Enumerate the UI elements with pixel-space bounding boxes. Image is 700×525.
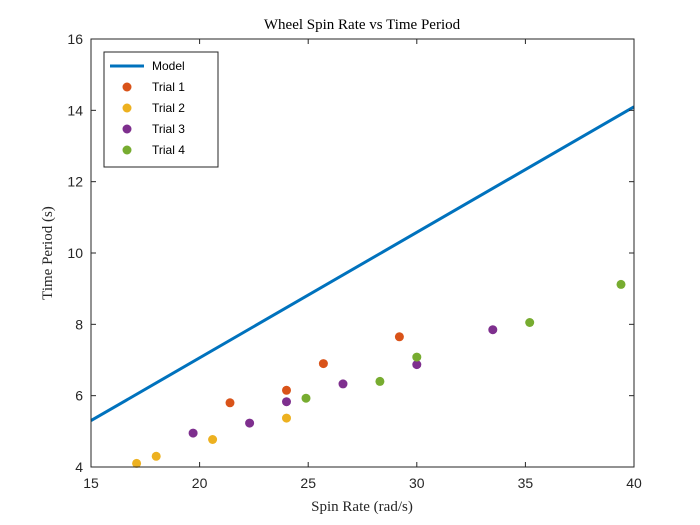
y-axis-title: Time Period (s) xyxy=(40,206,56,300)
data-point xyxy=(301,393,311,403)
y-tick-label: 8 xyxy=(75,316,83,332)
x-tick-label: 15 xyxy=(83,475,99,491)
legend-swatch-marker xyxy=(122,124,132,134)
y-tick-label: 6 xyxy=(75,388,83,404)
x-tick-label: 25 xyxy=(300,475,316,491)
legend-entry: Trial 2 xyxy=(122,101,185,115)
legend-label: Trial 2 xyxy=(152,101,185,115)
series-layer xyxy=(90,105,635,468)
legend-entry: Trial 1 xyxy=(122,80,185,94)
legend-entry: Trial 4 xyxy=(122,143,185,157)
data-point xyxy=(525,318,535,327)
legend-entry: Trial 3 xyxy=(122,122,185,136)
y-tick-label: 10 xyxy=(67,245,83,261)
data-point xyxy=(282,397,291,407)
data-point xyxy=(245,418,255,428)
legend-label: Trial 3 xyxy=(152,122,185,136)
legend-swatch-marker xyxy=(122,82,132,92)
x-tick-label: 20 xyxy=(192,475,208,491)
data-point xyxy=(488,325,498,335)
data-point xyxy=(132,458,142,468)
legend: Model Trial 1 Trial 2 Trial 3 Trial 4 xyxy=(103,51,219,168)
legend-swatch-marker xyxy=(122,145,132,155)
y-tick-label: 14 xyxy=(67,102,83,118)
data-point xyxy=(338,379,348,389)
legend-entry: Model xyxy=(110,59,185,73)
model-line xyxy=(90,105,635,422)
legend-label: Model xyxy=(152,59,185,73)
legend-swatch-marker xyxy=(122,103,132,113)
chart-title: Wheel Spin Rate vs Time Period xyxy=(264,17,461,33)
data-point xyxy=(282,385,291,395)
data-point xyxy=(412,360,422,370)
x-tick-label: 40 xyxy=(626,475,642,491)
series-trial-4 xyxy=(301,279,626,403)
data-point xyxy=(318,359,328,369)
data-point xyxy=(188,428,198,438)
data-point xyxy=(394,332,404,342)
series-trial-2 xyxy=(132,413,291,468)
series-trial-3 xyxy=(188,325,498,438)
data-point xyxy=(412,352,422,362)
y-tick-label: 4 xyxy=(75,459,83,475)
y-tick-label: 12 xyxy=(67,174,83,190)
legend-label: Trial 1 xyxy=(152,80,185,94)
data-point xyxy=(616,279,626,289)
data-point xyxy=(375,376,385,386)
data-point xyxy=(151,451,161,461)
x-tick-label: 30 xyxy=(409,475,425,491)
data-point xyxy=(208,435,218,444)
x-tick-label: 35 xyxy=(518,475,534,491)
tick-layer: 15 20 25 30 35 40 4 6 8 10 12 14 16 xyxy=(67,31,642,491)
data-point xyxy=(282,413,291,423)
y-tick-label: 16 xyxy=(67,31,83,47)
data-point xyxy=(225,398,235,408)
series-trial-1 xyxy=(225,332,404,408)
legend-label: Trial 4 xyxy=(152,143,185,157)
x-axis-title: Spin Rate (rad/s) xyxy=(311,499,413,515)
series-model xyxy=(90,105,635,422)
